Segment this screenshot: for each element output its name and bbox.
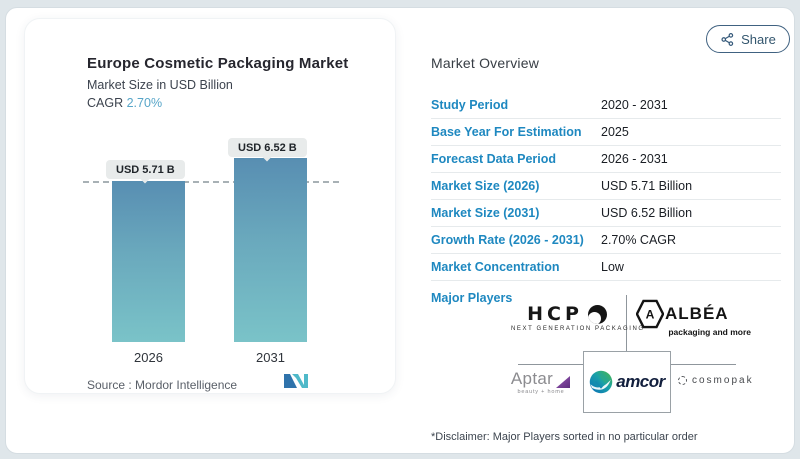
disclaimer-text: *Disclaimer: Major Players sorted in no … <box>431 431 698 443</box>
x-axis-label-2026: 2026 <box>134 350 163 365</box>
row-label: Base Year For Estimation <box>431 125 582 139</box>
row-value: USD 6.52 Billion <box>601 206 693 220</box>
row-label: Study Period <box>431 98 509 112</box>
market-chart-card: Europe Cosmetic Packaging Market Market … <box>24 18 396 394</box>
share-icon <box>721 32 734 46</box>
amcor-logo-text: amcor <box>616 372 665 391</box>
share-button-label: Share <box>741 31 776 47</box>
overview-heading: Market Overview <box>431 55 540 71</box>
major-players-section: Major Players HCP NEXT GENERATION PACKAG… <box>431 289 786 421</box>
albea-logo-text: ALBÉA <box>665 304 729 323</box>
x-axis-label-2031: 2031 <box>256 350 285 365</box>
row-label: Market Concentration <box>431 260 560 274</box>
cosmopak-circle-icon <box>678 376 687 385</box>
table-row: Base Year For Estimation 2025 <box>431 119 781 146</box>
aptar-tagline: beauty + home <box>517 389 565 395</box>
bar-2026 <box>112 181 185 342</box>
row-label: Growth Rate (2026 - 2031) <box>431 233 584 247</box>
albea-tagline: packaging and more <box>668 327 751 337</box>
cagr-value: 2.70% <box>126 96 163 110</box>
amcor-swirl-icon <box>589 370 613 394</box>
hcp-logo: HCP NEXT GENERATION PACKAGING <box>511 303 645 332</box>
overview-table: Study Period 2020 - 2031 Base Year For E… <box>431 92 781 281</box>
reference-dashed-line <box>83 181 339 183</box>
table-row: Market Size (2026) USD 5.71 Billion <box>431 173 781 200</box>
albea-hexagon-icon: A <box>636 299 664 329</box>
row-value: 2026 - 2031 <box>601 152 668 166</box>
players-vertical-divider <box>626 295 627 352</box>
svg-text:A: A <box>646 308 655 322</box>
aptar-logo: Aptar beauty + home <box>499 369 583 395</box>
row-value: Low <box>601 260 624 274</box>
row-value: 2025 <box>601 125 629 139</box>
bar-2031 <box>234 158 307 342</box>
hcp-moon-icon <box>587 304 607 324</box>
row-value: 2020 - 2031 <box>601 98 668 112</box>
chart-title: Europe Cosmetic Packaging Market <box>87 55 349 72</box>
aptar-triangle-icon <box>556 376 571 388</box>
cagr-label: CAGR <box>87 96 124 110</box>
table-row: Market Size (2031) USD 6.52 Billion <box>431 200 781 227</box>
hcp-logo-text: HCP <box>527 303 583 325</box>
table-row: Forecast Data Period 2026 - 2031 <box>431 146 781 173</box>
bar-label-2026: USD 5.71 B <box>106 160 185 179</box>
source-text: Source : Mordor Intelligence <box>87 378 238 392</box>
major-players-label: Major Players <box>431 291 513 305</box>
row-value: 2.70% CAGR <box>601 233 677 247</box>
table-row: Market Concentration Low <box>431 254 781 281</box>
table-row: Study Period 2020 - 2031 <box>431 92 781 119</box>
amcor-logo: amcor <box>583 351 671 413</box>
row-value: USD 5.71 Billion <box>601 179 693 193</box>
cagr-line: CAGR 2.70% <box>87 96 162 110</box>
cosmopak-logo-text: cosmopak <box>692 375 754 386</box>
aptar-logo-text: Aptar <box>510 369 554 388</box>
share-button[interactable]: Share <box>706 25 790 53</box>
chart-subtitle: Market Size in USD Billion <box>87 78 233 92</box>
mordor-intelligence-logo-icon <box>283 371 309 396</box>
row-label: Market Size (2026) <box>431 179 540 193</box>
cosmopak-logo: cosmopak <box>678 375 754 386</box>
table-row: Growth Rate (2026 - 2031) 2.70% CAGR <box>431 227 781 254</box>
row-label: Market Size (2031) <box>431 206 540 220</box>
albea-logo: A ALBÉA packaging and more <box>636 299 751 337</box>
bar-label-2031: USD 6.52 B <box>228 138 307 157</box>
row-label: Forecast Data Period <box>431 152 557 166</box>
report-card: Europe Cosmetic Packaging Market Market … <box>5 7 795 454</box>
hcp-tagline: NEXT GENERATION PACKAGING <box>511 326 645 332</box>
